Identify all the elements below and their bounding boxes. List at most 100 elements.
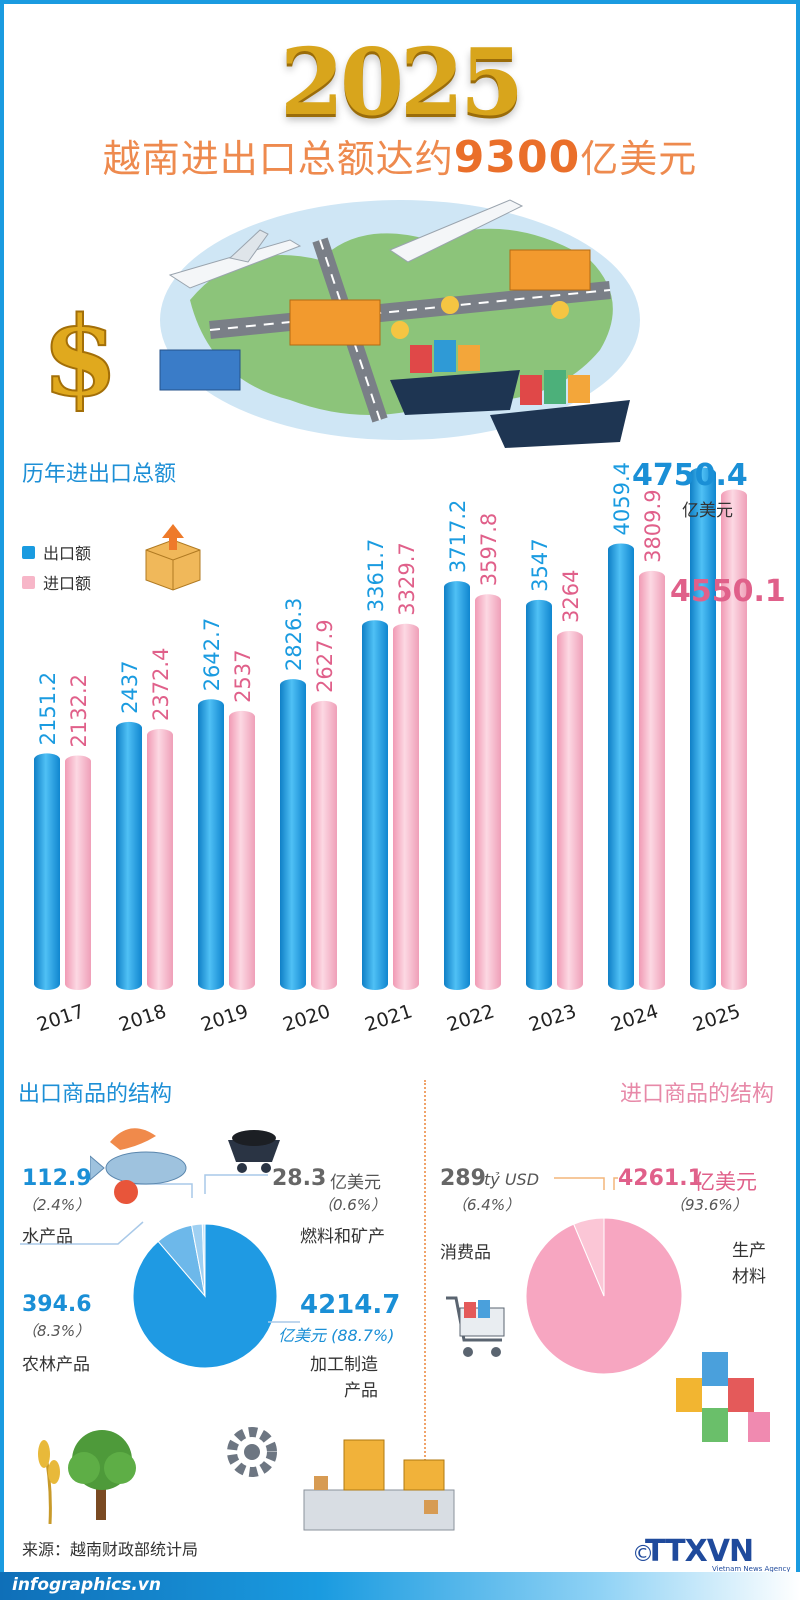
thread-spools-icon <box>676 1352 770 1442</box>
agri-pct: （8.3%） <box>22 1322 91 1340</box>
headline-post: 亿美元 <box>580 137 698 181</box>
export-value-label-2018: 2437 <box>118 660 142 713</box>
agency-logo: TTXVN <box>645 1534 754 1569</box>
year-tick-label-2019: 2019 <box>198 1000 251 1036</box>
year-tick-label-2020: 2020 <box>280 1000 333 1036</box>
logistics-illustration <box>159 199 640 448</box>
legend-import-swatch <box>22 575 35 589</box>
import-structure-title: 进口商品的结构 <box>620 1082 775 1107</box>
tree-icon <box>68 1430 136 1520</box>
legend-import-label: 进口额 <box>43 574 92 593</box>
site-link[interactable]: infographics.vn <box>12 1575 161 1595</box>
agri-value: 394.6 <box>22 1292 92 1317</box>
legend-import: 进口额 <box>22 570 91 594</box>
seafood-pct: （2.4%） <box>22 1196 91 1214</box>
import-bar-2019 <box>229 710 255 990</box>
coal-cart-icon <box>228 1130 280 1173</box>
export-bar-2025 <box>690 467 716 990</box>
import-bar-2021 <box>393 623 419 990</box>
rice-plant-icon <box>38 1440 60 1524</box>
year-tick-label-2021: 2021 <box>362 1000 415 1036</box>
production-value: 4261.1 <box>618 1166 703 1191</box>
fuel-value: 28.3 <box>272 1166 327 1191</box>
seafood-value: 112.9 <box>22 1166 92 1191</box>
export-value-label-2021: 3361.7 <box>364 539 388 612</box>
import-value-label-2019: 2537 <box>231 649 255 702</box>
consumer-label: 消费品 <box>440 1243 491 1263</box>
import-value-label-2018: 2372.4 <box>149 648 173 721</box>
import-bar-2022 <box>475 594 501 990</box>
export-value-label-2017: 2151.2 <box>36 672 60 745</box>
mfg-value: 4214.7 <box>300 1290 401 1320</box>
export-value-label-2019: 2642.7 <box>200 618 224 691</box>
export-bar-2017 <box>34 753 60 990</box>
export-value-label-2024: 4059.4 <box>610 462 634 535</box>
export-bar-2023 <box>526 599 552 990</box>
cargo-ship-icon <box>390 340 520 415</box>
seafood-icon <box>90 1128 187 1204</box>
agency-subtitle: Vietnam News Agency <box>712 1565 791 1573</box>
import-value-label-2023: 3264 <box>559 570 583 623</box>
export-bar-2024 <box>608 543 634 990</box>
legend-export-label: 出口额 <box>43 544 92 563</box>
headline-pre: 越南进出口总额达约 <box>102 137 454 181</box>
dollar-icon: $ <box>41 295 120 415</box>
trade-section-title: 历年进出口总额 <box>22 462 177 487</box>
footer-bar: infographics.vn <box>0 1572 800 1600</box>
fuel-unit: 亿美元 <box>330 1173 381 1193</box>
legend-export-swatch <box>22 545 35 559</box>
peak-import-value: 4550.1 <box>670 574 786 609</box>
import-bar-2018 <box>147 729 173 990</box>
peak-unit: 亿美元 <box>682 501 733 521</box>
fuel-pct: （0.6%） <box>318 1196 387 1214</box>
production-unit: 亿美元 <box>694 1170 757 1194</box>
import-bar-2017 <box>65 755 91 990</box>
import-value-label-2021: 3329.7 <box>395 542 419 615</box>
factory-machine-icon <box>303 1439 455 1531</box>
consumer-value: 289 <box>440 1166 486 1191</box>
fuel-label: 燃料和矿产 <box>300 1227 385 1247</box>
shopping-cart-icon <box>446 1296 505 1357</box>
export-value-label-2020: 2826.3 <box>282 598 306 671</box>
export-bar-2018 <box>116 721 142 990</box>
mfg-label-2: 产品 <box>344 1381 378 1401</box>
cargo-ship-icon <box>490 370 630 448</box>
import-bar-2025 <box>721 489 747 990</box>
import-value-label-2017: 2132.2 <box>67 674 91 747</box>
import-value-label-2020: 2627.9 <box>313 619 337 692</box>
consumer-pct: （6.4%） <box>452 1196 521 1214</box>
seafood-label: 水产品 <box>22 1227 73 1247</box>
agri-label: 农林产品 <box>22 1355 90 1375</box>
year-tick-label-2022: 2022 <box>444 1000 497 1036</box>
legend-export: 出口额 <box>22 540 91 564</box>
year-tick-label-2018: 2018 <box>116 1000 169 1036</box>
year-title: 2025 <box>279 28 524 136</box>
airplane-icon <box>388 199 524 263</box>
export-structure-title: 出口商品的结构 <box>18 1082 173 1107</box>
production-pct: （93.6%） <box>670 1196 748 1214</box>
export-slice-3 <box>201 1223 206 1297</box>
export-bar-2022 <box>444 581 470 990</box>
consumer-unit: tỷ USD <box>484 1170 540 1189</box>
trade-bar-chart: 2151.2 2132.2 2017 2437 2372.4 2018 2642.7 2537… <box>34 462 747 1036</box>
gear-icon <box>227 1427 277 1477</box>
export-value-label-2022: 3717.2 <box>446 500 470 573</box>
year-tick-label-2023: 2023 <box>526 1000 579 1036</box>
mfg-unit-pct: 亿美元 (88.7%) <box>278 1326 395 1345</box>
export-bar-2019 <box>198 699 224 990</box>
import-value-label-2024: 3809.9 <box>641 489 665 562</box>
section-divider <box>424 1080 426 1500</box>
airplane-icon <box>168 229 302 289</box>
copyright-symbol: © <box>632 1542 654 1567</box>
production-label-2: 材料 <box>732 1267 766 1287</box>
peak-export-value: 4750.4 <box>632 458 748 493</box>
import-slice-1 <box>573 1217 605 1297</box>
export-pie-chart <box>20 1174 300 1369</box>
import-pie-chart <box>525 1177 683 1375</box>
export-bar-2020 <box>280 679 306 990</box>
year-tick-label-2025: 2025 <box>690 1000 743 1036</box>
year-tick-label-2017: 2017 <box>34 1000 87 1036</box>
mfg-label-1: 加工制造 <box>310 1355 378 1375</box>
production-label-1: 生产 <box>732 1241 766 1261</box>
source-note: 来源：越南财政部统计局 <box>22 1540 199 1559</box>
